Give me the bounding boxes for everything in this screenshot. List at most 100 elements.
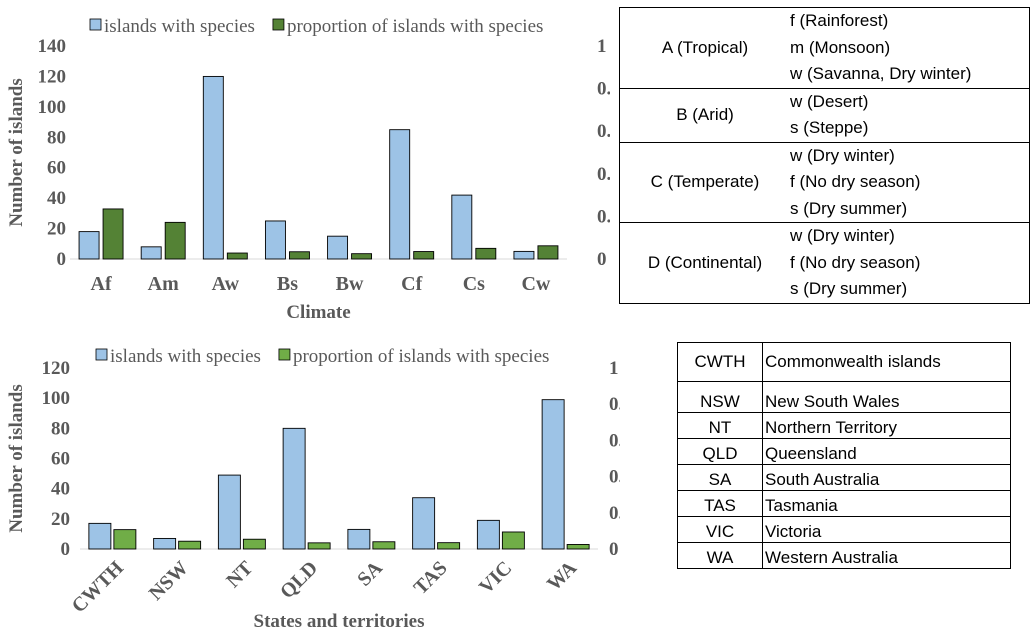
state-full-name: New South Wales (762, 381, 1011, 413)
bar-islands (264, 220, 286, 260)
x-tick-label: CWTH (68, 557, 129, 618)
y2-tick-label: 1 (597, 36, 607, 57)
bar-proportion (307, 542, 331, 550)
climate-subtypes: w (Dry winter) f (No dry season) s (Dry su… (790, 222, 1030, 304)
y-tick-label: 140 (38, 36, 67, 57)
state-abbreviation: NT (677, 412, 763, 439)
legend-label: islands with species (110, 346, 261, 367)
climate-chart: 0 20 40 60 80 100 120 140 0 0.2 0.4 0.6 0.8 1 Af Am Aw Bs… (6, 16, 610, 320)
climate-subtype-label: m (Monsoon) (790, 37, 891, 57)
state-table-row: QLD Queensland (677, 438, 1011, 465)
bar-proportion (501, 531, 525, 550)
climate-group-label: A (Tropical) (619, 7, 790, 89)
x-tick-label: QLD (276, 557, 322, 603)
y-tick-label: 100 (38, 97, 67, 118)
x-tick-label: Am (148, 273, 179, 295)
climate-table-row: D (Continental) w (Dry winter) f (No dry s… (619, 222, 1030, 304)
state-abbreviation: NSW (677, 381, 763, 413)
state-full-name: Northern Territory (762, 412, 1011, 439)
state-full-name: Western Australia (762, 542, 1011, 569)
climate-subtype-label: f (Rainforest) (790, 11, 889, 30)
x-tick-label: Bw (336, 273, 364, 295)
y2-tick-label: 0 (609, 539, 619, 560)
y-tick-label: 60 (51, 449, 70, 470)
climate-group-label: B (Arid) (619, 87, 790, 143)
states-legend-table: CWTH Commonwealth islands NSW New South Wal… (677, 342, 1011, 569)
climate-table-row: A (Tropical) f (Rainforest) m (Monsoon) w (… (619, 7, 1030, 89)
y2-tick-label: 0.4 (609, 467, 620, 488)
x-tick-label: Cf (401, 273, 422, 295)
y-tick-label: 40 (51, 479, 70, 500)
y2-tick-label: 1 (609, 358, 619, 379)
bar-islands (78, 231, 100, 260)
y2-tick-label: 0.8 (609, 394, 620, 415)
legend-swatch (278, 348, 291, 361)
x-tick-label: NSW (145, 557, 193, 605)
y-axis-title: Number of islands (6, 384, 27, 533)
bar-proportion (226, 252, 248, 260)
state-table-row: TAS Tasmania (677, 490, 1011, 517)
state-full-name: Victoria (762, 516, 1011, 543)
y-axis-title: Number of islands (6, 78, 27, 227)
bar-proportion (537, 245, 559, 260)
climate-subtypes: w (Dry winter) f (No dry season) s (Dry su… (790, 141, 1030, 223)
climate-subtypes: f (Rainforest) m (Monsoon) w (Savanna, Dry… (790, 7, 1030, 89)
y-tick-label: 80 (51, 418, 70, 439)
state-abbreviation: VIC (677, 516, 763, 543)
x-tick-label: Af (91, 273, 112, 295)
x-tick-label: Cw (521, 273, 550, 295)
y-tick-label: 0 (57, 249, 67, 270)
bar-islands (451, 194, 473, 260)
bar-islands (153, 537, 177, 550)
legend-swatch (89, 18, 102, 31)
climate-subtype-label: s (Dry summer) (790, 198, 908, 218)
bar-proportion (178, 540, 202, 550)
climate-subtype-label: s (Steppe) (790, 118, 869, 137)
climate-subtype-label: w (Savanna, Dry winter) (790, 64, 972, 83)
legend-label: proportion of islands with species (293, 346, 549, 367)
bar-proportion (372, 541, 396, 550)
bar-islands (347, 528, 371, 550)
y-tick-label: 80 (47, 127, 66, 148)
state-full-name: Queensland (762, 438, 1011, 465)
bar-islands (541, 399, 565, 550)
state-table-row: SA South Australia (677, 464, 1011, 491)
climate-table-row: C (Temperate) w (Dry winter) f (No dry sea… (619, 141, 1030, 223)
bar-proportion (242, 538, 266, 550)
bar-proportion (437, 542, 461, 550)
y2-tick-label: 0.2 (597, 206, 610, 227)
y2-tick-label: 0.6 (597, 121, 610, 142)
climate-subtypes: w (Desert) s (Steppe) (790, 87, 1030, 143)
legend-label: proportion of islands with species (287, 16, 543, 37)
climate-subtype-label: s (Dry summer) (790, 279, 908, 298)
x-tick-label: Bs (277, 273, 298, 295)
bar-proportion (566, 544, 590, 550)
x-tick-label: VIC (475, 557, 516, 598)
y2-tick-label: 0.2 (609, 503, 620, 524)
y2-tick-label: 0.8 (597, 79, 610, 100)
bar-proportion (351, 253, 373, 260)
state-abbreviation: QLD (677, 438, 763, 465)
bar-proportion (164, 221, 186, 260)
climate-group-label: D (Continental) (619, 222, 790, 304)
legend-swatch (272, 18, 285, 31)
x-tick-label: TAS (410, 557, 452, 599)
bar-proportion (113, 529, 137, 550)
climate-subtype-label: w (Dry winter) (790, 145, 895, 165)
state-abbreviation: WA (677, 542, 763, 569)
y-tick-label: 120 (38, 66, 67, 87)
state-abbreviation: TAS (677, 490, 763, 517)
bar-proportion (475, 247, 497, 260)
climate-group-label: C (Temperate) (619, 141, 790, 223)
bar-islands (140, 246, 162, 260)
y2-tick-label: 0 (597, 249, 607, 270)
x-tick-label: NT (222, 557, 258, 593)
bar-islands (476, 519, 500, 550)
y-tick-label: 120 (42, 358, 71, 379)
x-axis-title: States and territories (254, 611, 425, 630)
climate-subtype-label: f (No dry season) (790, 172, 921, 191)
y-tick-label: 0 (61, 539, 71, 560)
bar-islands (327, 235, 349, 260)
bar-islands (282, 427, 306, 550)
state-table-row: NT Northern Territory (677, 412, 1011, 439)
